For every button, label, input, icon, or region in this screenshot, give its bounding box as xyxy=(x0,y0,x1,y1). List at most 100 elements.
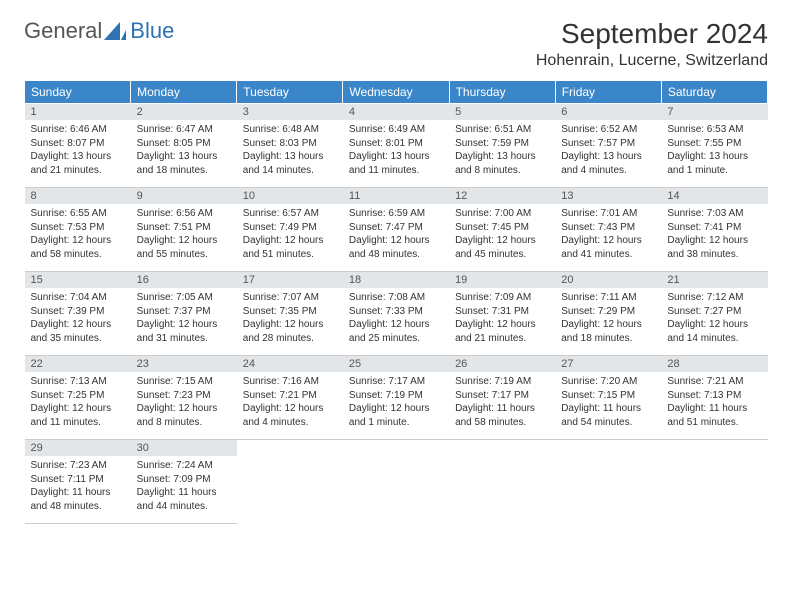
calendar-day-cell: 13Sunrise: 7:01 AMSunset: 7:43 PMDayligh… xyxy=(555,188,661,272)
day-number: 8 xyxy=(25,188,131,204)
day-content: Sunrise: 7:16 AMSunset: 7:21 PMDaylight:… xyxy=(237,372,343,435)
day-content: Sunrise: 7:04 AMSunset: 7:39 PMDaylight:… xyxy=(25,288,131,351)
sunrise-text: Sunrise: 7:00 AM xyxy=(455,207,549,221)
weekday-header: Friday xyxy=(555,81,661,104)
sunrise-text: Sunrise: 7:12 AM xyxy=(667,291,761,305)
daylight-text: Daylight: 12 hours and 14 minutes. xyxy=(667,318,761,345)
logo-text-blue: Blue xyxy=(106,18,174,44)
sunset-text: Sunset: 7:13 PM xyxy=(667,389,761,403)
day-number: 26 xyxy=(449,356,555,372)
day-content: Sunrise: 6:53 AMSunset: 7:55 PMDaylight:… xyxy=(661,120,767,183)
sunset-text: Sunset: 7:39 PM xyxy=(31,305,125,319)
sunset-text: Sunset: 7:37 PM xyxy=(137,305,231,319)
sunset-text: Sunset: 7:55 PM xyxy=(667,137,761,151)
daylight-text: Daylight: 12 hours and 58 minutes. xyxy=(31,234,125,261)
sunrise-text: Sunrise: 6:49 AM xyxy=(349,123,443,137)
day-content: Sunrise: 6:46 AMSunset: 8:07 PMDaylight:… xyxy=(25,120,131,183)
sunrise-text: Sunrise: 7:16 AM xyxy=(243,375,337,389)
sunset-text: Sunset: 7:21 PM xyxy=(243,389,337,403)
daylight-text: Daylight: 13 hours and 1 minute. xyxy=(667,150,761,177)
calendar-day-cell: .. xyxy=(237,440,343,524)
day-number: 7 xyxy=(661,104,767,120)
day-content: Sunrise: 7:11 AMSunset: 7:29 PMDaylight:… xyxy=(555,288,661,351)
daylight-text: Daylight: 13 hours and 21 minutes. xyxy=(31,150,125,177)
sunrise-text: Sunrise: 7:11 AM xyxy=(561,291,655,305)
daylight-text: Daylight: 12 hours and 4 minutes. xyxy=(243,402,337,429)
sunset-text: Sunset: 7:53 PM xyxy=(31,221,125,235)
sunrise-text: Sunrise: 6:47 AM xyxy=(137,123,231,137)
day-content: Sunrise: 7:12 AMSunset: 7:27 PMDaylight:… xyxy=(661,288,767,351)
calendar-day-cell: 23Sunrise: 7:15 AMSunset: 7:23 PMDayligh… xyxy=(131,356,237,440)
calendar-week-row: 22Sunrise: 7:13 AMSunset: 7:25 PMDayligh… xyxy=(25,356,768,440)
sunset-text: Sunset: 7:27 PM xyxy=(667,305,761,319)
day-number: 18 xyxy=(343,272,449,288)
weekday-header: Monday xyxy=(131,81,237,104)
day-number: 2 xyxy=(131,104,237,120)
day-number: 19 xyxy=(449,272,555,288)
sunset-text: Sunset: 7:43 PM xyxy=(561,221,655,235)
day-content: Sunrise: 6:48 AMSunset: 8:03 PMDaylight:… xyxy=(237,120,343,183)
day-content: Sunrise: 6:51 AMSunset: 7:59 PMDaylight:… xyxy=(449,120,555,183)
day-content: Sunrise: 7:13 AMSunset: 7:25 PMDaylight:… xyxy=(25,372,131,435)
day-number: 14 xyxy=(661,188,767,204)
calendar-table: SundayMondayTuesdayWednesdayThursdayFrid… xyxy=(24,80,768,524)
day-content: Sunrise: 6:56 AMSunset: 7:51 PMDaylight:… xyxy=(131,204,237,267)
calendar-day-cell: 5Sunrise: 6:51 AMSunset: 7:59 PMDaylight… xyxy=(449,104,555,188)
calendar-day-cell: 15Sunrise: 7:04 AMSunset: 7:39 PMDayligh… xyxy=(25,272,131,356)
logo-text-general: General xyxy=(24,18,102,44)
sunset-text: Sunset: 7:57 PM xyxy=(561,137,655,151)
daylight-text: Daylight: 12 hours and 38 minutes. xyxy=(667,234,761,261)
day-content: Sunrise: 7:21 AMSunset: 7:13 PMDaylight:… xyxy=(661,372,767,435)
calendar-day-cell: 22Sunrise: 7:13 AMSunset: 7:25 PMDayligh… xyxy=(25,356,131,440)
sunrise-text: Sunrise: 7:07 AM xyxy=(243,291,337,305)
calendar-day-cell: 30Sunrise: 7:24 AMSunset: 7:09 PMDayligh… xyxy=(131,440,237,524)
sunrise-text: Sunrise: 6:57 AM xyxy=(243,207,337,221)
sunset-text: Sunset: 7:25 PM xyxy=(31,389,125,403)
sunrise-text: Sunrise: 7:13 AM xyxy=(31,375,125,389)
day-number: 17 xyxy=(237,272,343,288)
sunrise-text: Sunrise: 6:53 AM xyxy=(667,123,761,137)
sunset-text: Sunset: 7:31 PM xyxy=(455,305,549,319)
day-content: Sunrise: 7:15 AMSunset: 7:23 PMDaylight:… xyxy=(131,372,237,435)
day-number: 23 xyxy=(131,356,237,372)
sunset-text: Sunset: 8:03 PM xyxy=(243,137,337,151)
day-number: 4 xyxy=(343,104,449,120)
daylight-text: Daylight: 12 hours and 41 minutes. xyxy=(561,234,655,261)
sunset-text: Sunset: 8:05 PM xyxy=(137,137,231,151)
sunset-text: Sunset: 7:17 PM xyxy=(455,389,549,403)
daylight-text: Daylight: 11 hours and 54 minutes. xyxy=(561,402,655,429)
day-content: Sunrise: 6:59 AMSunset: 7:47 PMDaylight:… xyxy=(343,204,449,267)
day-number: 5 xyxy=(449,104,555,120)
calendar-day-cell: 26Sunrise: 7:19 AMSunset: 7:17 PMDayligh… xyxy=(449,356,555,440)
page-header: General Blue September 2024 Hohenrain, L… xyxy=(24,18,768,70)
daylight-text: Daylight: 12 hours and 45 minutes. xyxy=(455,234,549,261)
day-number: 16 xyxy=(131,272,237,288)
weekday-header: Tuesday xyxy=(237,81,343,104)
day-number: 1 xyxy=(25,104,131,120)
daylight-text: Daylight: 12 hours and 28 minutes. xyxy=(243,318,337,345)
sunrise-text: Sunrise: 7:09 AM xyxy=(455,291,549,305)
day-number: 21 xyxy=(661,272,767,288)
calendar-day-cell: 29Sunrise: 7:23 AMSunset: 7:11 PMDayligh… xyxy=(25,440,131,524)
calendar-day-cell: 4Sunrise: 6:49 AMSunset: 8:01 PMDaylight… xyxy=(343,104,449,188)
calendar-day-cell: 27Sunrise: 7:20 AMSunset: 7:15 PMDayligh… xyxy=(555,356,661,440)
day-content: Sunrise: 6:57 AMSunset: 7:49 PMDaylight:… xyxy=(237,204,343,267)
day-content: Sunrise: 6:49 AMSunset: 8:01 PMDaylight:… xyxy=(343,120,449,183)
sunrise-text: Sunrise: 6:59 AM xyxy=(349,207,443,221)
day-number: 10 xyxy=(237,188,343,204)
weekday-header: Sunday xyxy=(25,81,131,104)
day-number: 27 xyxy=(555,356,661,372)
weekday-header: Wednesday xyxy=(343,81,449,104)
daylight-text: Daylight: 12 hours and 11 minutes. xyxy=(31,402,125,429)
calendar-day-cell: 14Sunrise: 7:03 AMSunset: 7:41 PMDayligh… xyxy=(661,188,767,272)
sunrise-text: Sunrise: 7:23 AM xyxy=(31,459,125,473)
day-content: Sunrise: 6:52 AMSunset: 7:57 PMDaylight:… xyxy=(555,120,661,183)
daylight-text: Daylight: 12 hours and 51 minutes. xyxy=(243,234,337,261)
calendar-day-cell: 25Sunrise: 7:17 AMSunset: 7:19 PMDayligh… xyxy=(343,356,449,440)
calendar-day-cell: 8Sunrise: 6:55 AMSunset: 7:53 PMDaylight… xyxy=(25,188,131,272)
sunrise-text: Sunrise: 7:21 AM xyxy=(667,375,761,389)
daylight-text: Daylight: 12 hours and 35 minutes. xyxy=(31,318,125,345)
sunrise-text: Sunrise: 7:04 AM xyxy=(31,291,125,305)
sunset-text: Sunset: 7:41 PM xyxy=(667,221,761,235)
calendar-day-cell: 3Sunrise: 6:48 AMSunset: 8:03 PMDaylight… xyxy=(237,104,343,188)
